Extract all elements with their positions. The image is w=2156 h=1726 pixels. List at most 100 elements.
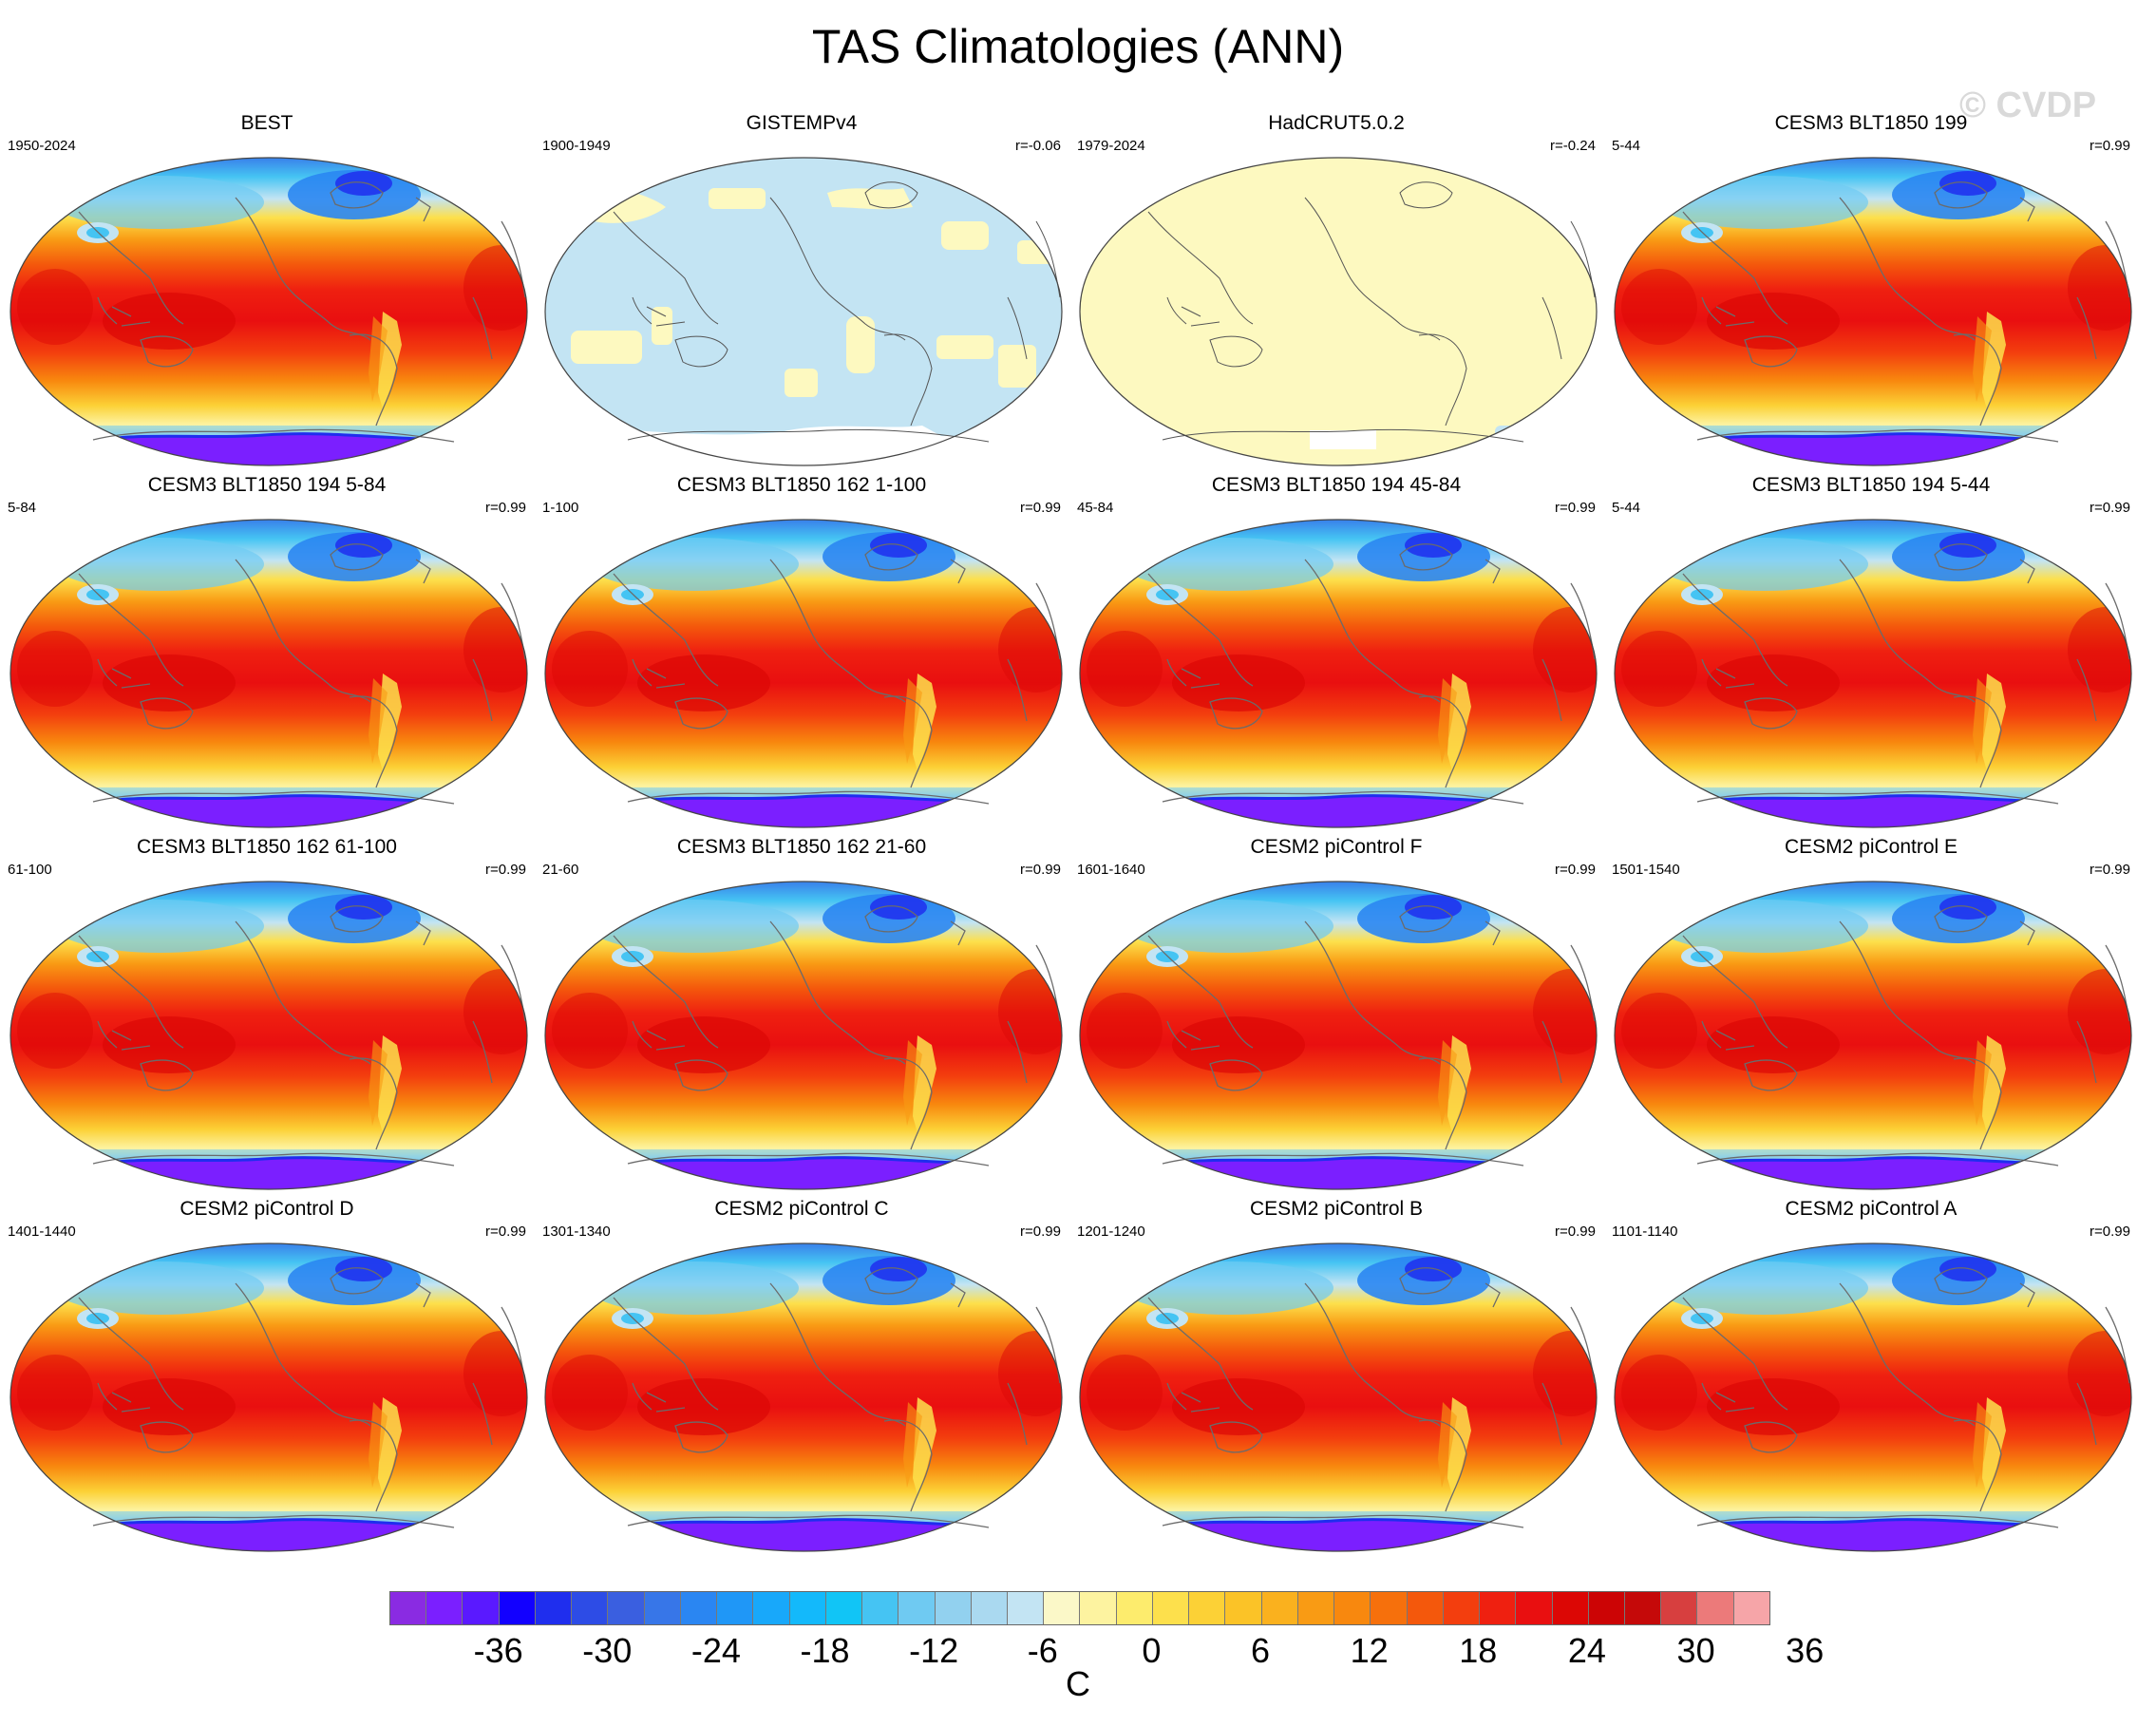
panel-period: 45-84	[1077, 500, 1114, 516]
panel-title: CESM2 piControl E	[1784, 836, 1958, 858]
colorbar-swatch	[463, 1592, 500, 1624]
colorbar-swatch	[789, 1592, 826, 1624]
panel-title: CESM2 piControl F	[1250, 836, 1423, 858]
colorbar-swatch	[1116, 1592, 1153, 1624]
panel-title: HadCRUT5.0.2	[1268, 112, 1405, 134]
colorbar-boxes	[389, 1591, 1770, 1625]
map-panel: CESM2 piControl F 1601-1640 r=0.99	[1069, 836, 1603, 1197]
panel-correlation: r=0.99	[1020, 500, 1061, 516]
colorbar-tick-label: -18	[800, 1631, 850, 1670]
colorbar-tick-label: 18	[1459, 1631, 1498, 1670]
colorbar-swatch	[1697, 1592, 1734, 1624]
colorbar-tick-label: -36	[473, 1631, 523, 1670]
colorbar-swatch	[1334, 1592, 1371, 1624]
figure-title: TAS Climatologies (ANN)	[811, 20, 1345, 73]
colorbar-swatch	[1624, 1592, 1662, 1624]
colorbar-swatch	[1080, 1592, 1117, 1624]
colorbar-swatch	[1371, 1592, 1408, 1624]
panel-title: CESM3 BLT1850 194 5-84	[147, 474, 387, 496]
colorbar-swatch	[572, 1592, 609, 1624]
map-panel: CESM3 BLT1850 194 45-84 45-84 r=0.99	[1069, 474, 1603, 835]
colorbar-tick-label: 36	[1786, 1631, 1825, 1670]
colorbar-swatch	[608, 1592, 645, 1624]
temperature-map	[1079, 1242, 1598, 1552]
panel-correlation: r=0.99	[1020, 1223, 1061, 1240]
colorbar-swatch	[825, 1592, 863, 1624]
temperature-map	[9, 881, 528, 1190]
panel-title: CESM2 piControl C	[714, 1198, 889, 1220]
panel-correlation: r=-0.06	[1015, 138, 1061, 154]
panel-period: 1201-1240	[1077, 1223, 1145, 1240]
map-panel: CESM3 BLT1850 194 5-44 5-44 r=0.99	[1604, 474, 2138, 835]
temperature-map	[544, 157, 1063, 466]
colorbar-swatch	[1661, 1592, 1698, 1624]
colorbar-swatch	[1261, 1592, 1298, 1624]
colorbar-swatch	[1588, 1592, 1625, 1624]
colorbar-swatch	[1044, 1592, 1081, 1624]
colorbar-ticks: -36 -30 -24 -18 -12 -6 0 6 12 18 24 30 36	[389, 1625, 1825, 1673]
colorbar-swatch	[717, 1592, 754, 1624]
colorbar-swatch	[1007, 1592, 1045, 1624]
panel-period: 1101-1140	[1612, 1223, 1678, 1240]
panel-title: CESM2 piControl B	[1249, 1198, 1424, 1220]
panel-period: 5-44	[1612, 500, 1641, 516]
temperature-map	[1614, 157, 2132, 466]
panel-period: 5-44	[1612, 138, 1641, 154]
colorbar: -36 -30 -24 -18 -12 -6 0 6 12 18 24 30 36	[389, 1591, 1825, 1673]
panel-correlation: r=0.99	[485, 862, 526, 878]
panel-correlation: r=-0.24	[1550, 138, 1596, 154]
map-panel: GISTEMPv4 1900-1949 r=-0.06	[535, 112, 1069, 473]
colorbar-swatch	[1225, 1592, 1262, 1624]
panel-title: CESM3 BLT1850 162 61-100	[137, 836, 397, 858]
panel-correlation: r=0.99	[1020, 862, 1061, 878]
panel-period: 5-84	[8, 500, 37, 516]
colorbar-swatch	[1443, 1592, 1481, 1624]
colorbar-tick-label: 24	[1567, 1631, 1606, 1670]
panel-period: 1301-1340	[542, 1223, 611, 1240]
temperature-map	[1614, 519, 2132, 828]
panel-period: 1601-1640	[1077, 862, 1145, 878]
panel-title: GISTEMPv4	[746, 112, 858, 134]
temperature-map	[1614, 1242, 2132, 1552]
colorbar-swatch	[680, 1592, 718, 1624]
map-panel: CESM3 BLT1850 162 61-100 61-100 r=0.99	[0, 836, 534, 1197]
panel-title: CESM3 BLT1850 162 21-60	[676, 836, 927, 858]
panel-period: 1900-1949	[542, 138, 611, 154]
temperature-map	[1614, 881, 2132, 1190]
map-panel: CESM3 BLT1850 162 21-60 21-60 r=0.99	[535, 836, 1069, 1197]
colorbar-tick-label: -30	[582, 1631, 633, 1670]
panel-correlation: r=0.99	[2090, 1223, 2130, 1240]
panel-period: 1979-2024	[1077, 138, 1145, 154]
panel-title: CESM3 BLT1850 162 1-100	[676, 474, 927, 496]
panel-title: CESM3 BLT1850 194 5-44	[1751, 474, 1991, 496]
colorbar-swatch	[390, 1592, 427, 1624]
colorbar-swatch	[1189, 1592, 1226, 1624]
colorbar-swatch	[753, 1592, 790, 1624]
colorbar-tick-label: 0	[1142, 1631, 1162, 1670]
panel-period: 1950-2024	[8, 138, 76, 154]
temperature-map	[544, 519, 1063, 828]
panel-period: 21-60	[542, 862, 579, 878]
map-panel: CESM3 BLT1850 194 5-84 5-84 r=0.99	[0, 474, 534, 835]
colorbar-swatch	[1516, 1592, 1553, 1624]
temperature-map	[9, 1242, 528, 1552]
colorbar-swatch	[1480, 1592, 1517, 1624]
colorbar-tick-label: 6	[1251, 1631, 1271, 1670]
panel-correlation: r=0.99	[2090, 138, 2130, 154]
temperature-map	[9, 519, 528, 828]
panel-period: 1501-1540	[1612, 862, 1680, 878]
temperature-map	[1079, 519, 1598, 828]
colorbar-swatch	[1407, 1592, 1444, 1624]
panel-title: BEST	[240, 112, 293, 134]
panel-correlation: r=0.99	[1555, 500, 1596, 516]
temperature-map	[1079, 881, 1598, 1190]
panel-correlation: r=0.99	[1555, 1223, 1596, 1240]
colorbar-swatch	[499, 1592, 536, 1624]
panel-title: CESM2 piControl A	[1785, 1198, 1957, 1220]
colorbar-swatch	[971, 1592, 1008, 1624]
map-panel: CESM2 piControl C 1301-1340 r=0.99	[535, 1198, 1069, 1559]
colorbar-swatch	[644, 1592, 681, 1624]
colorbar-swatch	[1733, 1592, 1769, 1624]
map-panel: HadCRUT5.0.2 1979-2024 r=-0.24	[1069, 112, 1603, 473]
colorbar-tick-label: 12	[1350, 1631, 1389, 1670]
